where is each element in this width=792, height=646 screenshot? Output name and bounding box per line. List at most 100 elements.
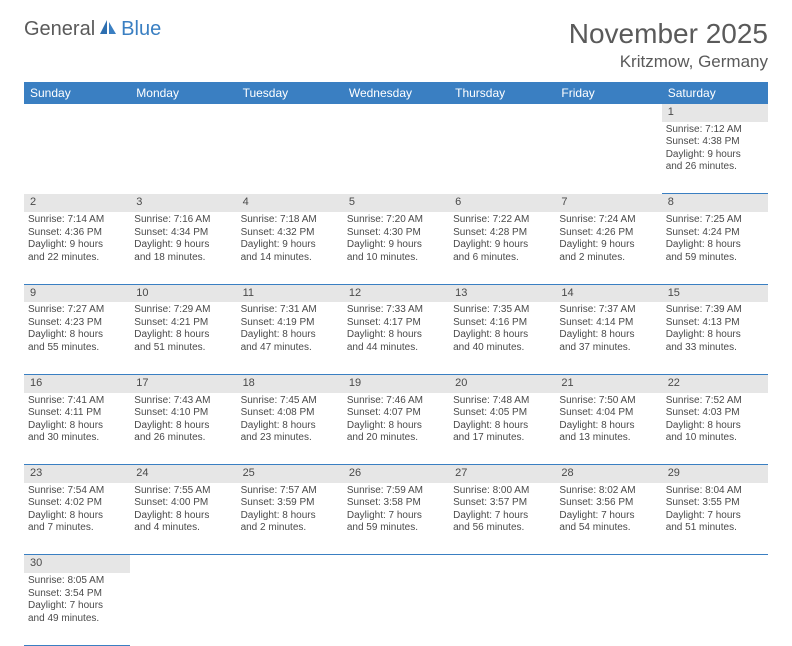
day-cell: Sunrise: 7:37 AMSunset: 4:14 PMDaylight:… [555,302,661,374]
day-number-cell [662,555,768,573]
day-number-cell: 30 [24,555,130,573]
sunset-text: Sunset: 4:24 PM [666,227,764,240]
day-content: Sunrise: 7:18 AMSunset: 4:32 PMDaylight:… [241,214,339,264]
day-header: Thursday [449,82,555,104]
day-number-cell [555,104,661,122]
daylight-text-2: and 30 minutes. [28,432,126,445]
day-header: Wednesday [343,82,449,104]
daylight-text-2: and 54 minutes. [559,522,657,535]
day-cell [449,122,555,194]
day-number-cell: 5 [343,194,449,212]
daylight-text-1: Daylight: 9 hours [134,239,232,252]
daylight-text-1: Daylight: 8 hours [666,239,764,252]
day-cell [343,573,449,645]
day-number-cell: 22 [662,374,768,392]
daylight-text-2: and 26 minutes. [666,161,764,174]
day-content: Sunrise: 7:50 AMSunset: 4:04 PMDaylight:… [559,395,657,445]
day-content: Sunrise: 7:57 AMSunset: 3:59 PMDaylight:… [241,485,339,535]
day-number-cell: 21 [555,374,661,392]
daylight-text-2: and 59 minutes. [347,522,445,535]
daylight-text-2: and 17 minutes. [453,432,551,445]
daylight-text-1: Daylight: 8 hours [241,329,339,342]
calendar: SundayMondayTuesdayWednesdayThursdayFrid… [24,82,768,646]
daylight-text-1: Daylight: 7 hours [666,510,764,523]
daylight-text-1: Daylight: 8 hours [241,510,339,523]
daylight-text-1: Daylight: 8 hours [134,329,232,342]
day-number-cell: 28 [555,465,661,483]
daylight-text-2: and 33 minutes. [666,342,764,355]
sunset-text: Sunset: 4:19 PM [241,317,339,330]
sunrise-text: Sunrise: 7:41 AM [28,395,126,408]
daylight-text-2: and 49 minutes. [28,613,126,626]
sunrise-text: Sunrise: 8:02 AM [559,485,657,498]
sunset-text: Sunset: 4:36 PM [28,227,126,240]
logo-text-general: General [24,18,95,41]
daylight-text-1: Daylight: 7 hours [347,510,445,523]
sunrise-text: Sunrise: 7:54 AM [28,485,126,498]
day-header: Friday [555,82,661,104]
day-cell [24,122,130,194]
day-number-cell: 11 [237,284,343,302]
sunrise-text: Sunrise: 7:48 AM [453,395,551,408]
location: Kritzmow, Germany [569,52,768,72]
daylight-text-2: and 13 minutes. [559,432,657,445]
day-number-cell: 27 [449,465,555,483]
daylight-text-2: and 2 minutes. [241,522,339,535]
daylight-text-1: Daylight: 8 hours [666,329,764,342]
week-row: Sunrise: 7:14 AMSunset: 4:36 PMDaylight:… [24,212,768,284]
header: General Blue November 2025 Kritzmow, Ger… [24,18,768,72]
daylight-text-1: Daylight: 7 hours [453,510,551,523]
day-content: Sunrise: 7:33 AMSunset: 4:17 PMDaylight:… [347,304,445,354]
daylight-text-2: and 47 minutes. [241,342,339,355]
daylight-text-1: Daylight: 7 hours [559,510,657,523]
day-content: Sunrise: 8:04 AMSunset: 3:55 PMDaylight:… [666,485,764,535]
logo-text-blue: Blue [121,18,161,41]
day-cell: Sunrise: 7:33 AMSunset: 4:17 PMDaylight:… [343,302,449,374]
week-row: Sunrise: 7:12 AMSunset: 4:38 PMDaylight:… [24,122,768,194]
daylight-text-2: and 18 minutes. [134,252,232,265]
daynum-row: 1 [24,104,768,122]
logo: General Blue [24,18,161,41]
day-number-cell [24,104,130,122]
day-content: Sunrise: 7:35 AMSunset: 4:16 PMDaylight:… [453,304,551,354]
sunset-text: Sunset: 3:54 PM [28,588,126,601]
day-content: Sunrise: 7:45 AMSunset: 4:08 PMDaylight:… [241,395,339,445]
day-number-cell: 14 [555,284,661,302]
daylight-text-1: Daylight: 8 hours [559,420,657,433]
daylight-text-2: and 55 minutes. [28,342,126,355]
day-content: Sunrise: 7:20 AMSunset: 4:30 PMDaylight:… [347,214,445,264]
daylight-text-2: and 44 minutes. [347,342,445,355]
sunrise-text: Sunrise: 7:35 AM [453,304,551,317]
day-cell [555,122,661,194]
sunrise-text: Sunrise: 7:31 AM [241,304,339,317]
day-cell: Sunrise: 7:54 AMSunset: 4:02 PMDaylight:… [24,483,130,555]
day-content: Sunrise: 7:27 AMSunset: 4:23 PMDaylight:… [28,304,126,354]
daylight-text-1: Daylight: 8 hours [347,329,445,342]
day-cell: Sunrise: 7:39 AMSunset: 4:13 PMDaylight:… [662,302,768,374]
day-number-cell [343,555,449,573]
sunset-text: Sunset: 4:26 PM [559,227,657,240]
day-number-cell: 25 [237,465,343,483]
daylight-text-2: and 20 minutes. [347,432,445,445]
daylight-text-1: Daylight: 7 hours [28,600,126,613]
day-cell [130,122,236,194]
daynum-row: 30 [24,555,768,573]
sunrise-text: Sunrise: 7:18 AM [241,214,339,227]
sunrise-text: Sunrise: 7:16 AM [134,214,232,227]
daylight-text-2: and 22 minutes. [28,252,126,265]
day-content: Sunrise: 7:14 AMSunset: 4:36 PMDaylight:… [28,214,126,264]
day-cell: Sunrise: 7:35 AMSunset: 4:16 PMDaylight:… [449,302,555,374]
sunset-text: Sunset: 4:28 PM [453,227,551,240]
day-header: Saturday [662,82,768,104]
day-number-cell: 12 [343,284,449,302]
day-cell: Sunrise: 7:59 AMSunset: 3:58 PMDaylight:… [343,483,449,555]
day-cell: Sunrise: 7:27 AMSunset: 4:23 PMDaylight:… [24,302,130,374]
daylight-text-2: and 4 minutes. [134,522,232,535]
daylight-text-2: and 51 minutes. [666,522,764,535]
daylight-text-1: Daylight: 8 hours [28,510,126,523]
day-cell [662,573,768,645]
sunrise-text: Sunrise: 8:00 AM [453,485,551,498]
daylight-text-1: Daylight: 9 hours [28,239,126,252]
sunset-text: Sunset: 3:59 PM [241,497,339,510]
sunset-text: Sunset: 3:57 PM [453,497,551,510]
